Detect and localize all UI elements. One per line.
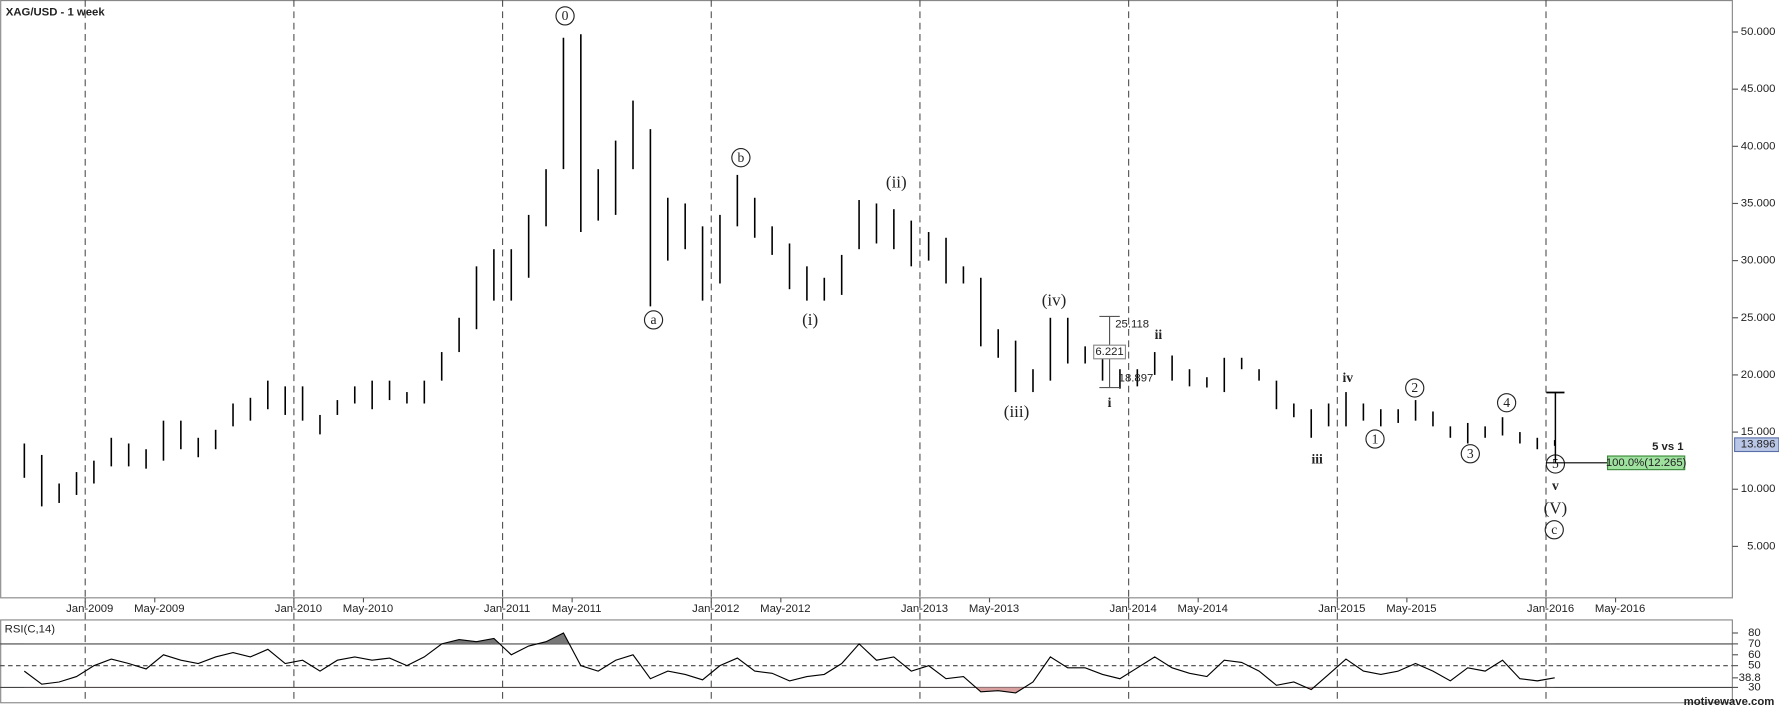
- wave-label: 1: [1372, 431, 1379, 446]
- x-tick-label: Jan-2009: [66, 603, 113, 615]
- wave-label: 0: [562, 8, 569, 23]
- y-tick-label: 30.000: [1741, 255, 1776, 267]
- y-tick-label: 45.000: [1741, 83, 1776, 95]
- y-tick-label: 20.000: [1741, 369, 1776, 381]
- wave-label: 4: [1503, 395, 1510, 410]
- wave-label: i: [1108, 395, 1112, 410]
- chart-title: XAG/USD - 1 week: [6, 6, 106, 18]
- y-tick-label: 10.000: [1741, 483, 1776, 495]
- wave-circle: [643, 310, 664, 330]
- overbought-fill: [24, 632, 1555, 644]
- y-tick-label: 50.000: [1741, 26, 1776, 38]
- wave-label: a: [651, 312, 657, 327]
- y-tick-label: 25.000: [1741, 312, 1776, 324]
- x-tick-label: May-2015: [1386, 603, 1436, 615]
- wave-circle: [1544, 520, 1564, 540]
- x-tick-label: May-2012: [760, 603, 810, 615]
- rsi-label: RSI(C,14): [5, 624, 56, 636]
- y-tick-label: 15.000: [1741, 426, 1776, 438]
- wave-label: iv: [1343, 370, 1354, 385]
- wave-label: v: [1552, 478, 1559, 493]
- y-tick-label: 35.000: [1741, 197, 1776, 209]
- rsi-pane: [0, 619, 1733, 704]
- x-tick-label: Jan-2016: [1527, 603, 1574, 615]
- x-tick-label: May-2009: [134, 603, 184, 615]
- y-tick-label: 5.000: [1747, 540, 1775, 552]
- rsi-tick-label: 38.8: [1739, 672, 1761, 684]
- wave-label: iii: [1311, 452, 1323, 467]
- wave-label: (iii): [1004, 402, 1030, 421]
- wave-circle: [1405, 378, 1425, 398]
- rsi-tick-label: 70: [1748, 638, 1761, 650]
- range-label: 100.0%(12.265): [1606, 457, 1687, 469]
- x-tick-label: May-2013: [969, 603, 1019, 615]
- x-tick-label: Jan-2010: [275, 603, 322, 615]
- wave-circle: [1496, 393, 1517, 413]
- wave-label: b: [737, 150, 744, 165]
- wave-label: (ii): [886, 173, 907, 192]
- wave-label: (i): [802, 310, 818, 329]
- rsi-tick-label: 50: [1748, 660, 1761, 672]
- x-tick-label: May-2014: [1178, 603, 1228, 615]
- x-tick-label: Jan-2013: [901, 603, 948, 615]
- wave-label: c: [1551, 522, 1557, 537]
- measure-diff: 6.221: [1095, 346, 1123, 358]
- wave-circle: [731, 148, 751, 168]
- range-box: [1607, 455, 1686, 471]
- wave-circle: [1460, 444, 1480, 464]
- x-tick-label: Jan-2011: [484, 603, 530, 615]
- footer: motivewave.com: [1684, 696, 1775, 708]
- last-price-label: 13.896: [1741, 439, 1776, 451]
- wave-label: ii: [1155, 327, 1163, 342]
- measure-box: [1093, 344, 1127, 360]
- x-tick-label: May-2010: [343, 603, 393, 615]
- x-tick-label: Jan-2014: [1110, 603, 1157, 615]
- wave-circle: [555, 6, 575, 26]
- rsi-tick-label: 30: [1748, 681, 1761, 693]
- wave-label: 5: [1552, 456, 1559, 471]
- wave-label: 3: [1467, 446, 1474, 461]
- wave-circle: [1365, 429, 1385, 449]
- x-tick-label: Jan-2012: [692, 603, 739, 615]
- oversold-fill: [24, 687, 1555, 693]
- price-pane: [0, 0, 1733, 599]
- y-tick-label: 40.000: [1741, 140, 1776, 152]
- rsi-tick-label: 60: [1748, 649, 1761, 661]
- measure-low: 18.897: [1119, 372, 1154, 384]
- x-tick-label: Jan-2015: [1318, 603, 1365, 615]
- x-tick-label: May-2011: [552, 603, 602, 615]
- x-tick-label: May-2016: [1595, 603, 1645, 615]
- rsi-tick-label: 80: [1748, 627, 1761, 639]
- range-note: 5 vs 1: [1652, 441, 1683, 453]
- wave-label: 2: [1411, 380, 1418, 395]
- wave-label: (iv): [1042, 291, 1067, 310]
- measure-high: 25.118: [1115, 318, 1149, 330]
- wave-label: (V): [1544, 498, 1568, 517]
- rsi-line: [23, 632, 1555, 694]
